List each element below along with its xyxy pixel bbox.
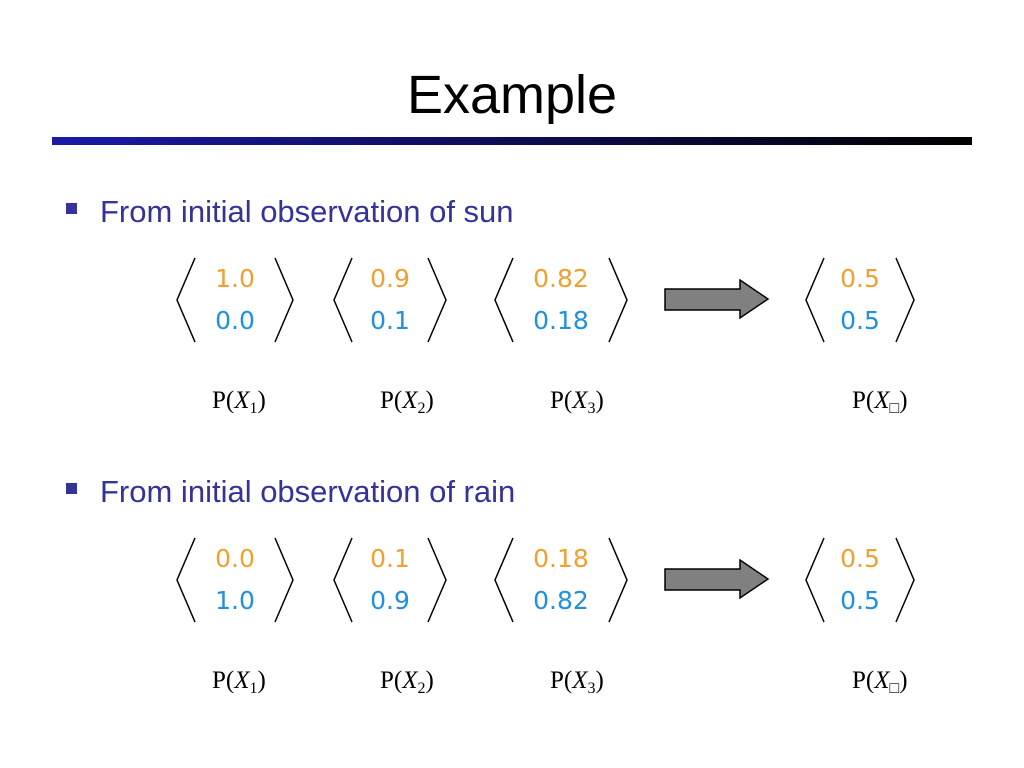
bracket-right xyxy=(608,537,628,623)
bracket-right xyxy=(895,537,915,623)
vector-bottom: 0.5 xyxy=(840,306,880,335)
distribution-label: P(X□) xyxy=(852,667,908,697)
vector-top: 0.1 xyxy=(370,544,410,573)
label-sub: 2 xyxy=(418,680,426,697)
label-suffix: ) xyxy=(258,667,266,694)
label-suffix: ) xyxy=(596,387,604,414)
slide-title: Example xyxy=(407,65,617,125)
label-prefix: P( xyxy=(852,667,874,694)
label-prefix: P( xyxy=(852,387,874,414)
label-prefix: P( xyxy=(212,387,234,414)
label-var: X xyxy=(233,387,251,414)
label-var: X xyxy=(873,387,891,414)
vector-top: 0.5 xyxy=(840,544,880,573)
title-rule xyxy=(52,137,972,145)
arrow xyxy=(664,278,770,320)
vector-bottom: 1.0 xyxy=(215,586,255,615)
bracket-right xyxy=(274,537,294,623)
bracket-right xyxy=(608,257,628,343)
label-sub: 1 xyxy=(250,680,258,697)
label-suffix: ) xyxy=(426,667,434,694)
label-prefix: P( xyxy=(380,667,402,694)
label-var: X xyxy=(571,387,589,414)
label-suffix: ) xyxy=(596,667,604,694)
bracket-left xyxy=(333,257,353,343)
vector-bottom: 0.18 xyxy=(533,306,589,335)
bullet-text: From initial observation of rain xyxy=(100,474,515,509)
bullet-marker xyxy=(66,203,77,214)
bullet-text: From initial observation of sun xyxy=(100,194,514,229)
label-suffix: ) xyxy=(899,387,907,414)
distribution-label: P(X1) xyxy=(212,387,266,417)
vector-bottom: 0.1 xyxy=(370,306,410,335)
label-var: X xyxy=(571,667,589,694)
label-var: X xyxy=(873,667,891,694)
label-sub: 1 xyxy=(250,400,258,417)
bracket-right xyxy=(274,257,294,343)
distribution-label: P(X□) xyxy=(852,387,908,417)
bullet-marker xyxy=(66,483,77,494)
label-suffix: ) xyxy=(899,667,907,694)
vector-bottom: 0.0 xyxy=(215,306,255,335)
vector-top: 0.82 xyxy=(533,264,589,293)
vector-top: 0.5 xyxy=(840,264,880,293)
label-sub: 3 xyxy=(588,400,596,417)
vector-bottom: 0.5 xyxy=(840,586,880,615)
vector-bottom: 0.9 xyxy=(370,586,410,615)
bracket-right xyxy=(427,537,447,623)
vector-top: 0.0 xyxy=(215,544,255,573)
bracket-left xyxy=(176,537,196,623)
vector-top: 1.0 xyxy=(215,264,255,293)
bracket-left xyxy=(333,537,353,623)
distribution-label: P(X3) xyxy=(550,667,604,697)
label-prefix: P( xyxy=(380,387,402,414)
label-sub: □ xyxy=(890,680,900,697)
vector-top: 0.18 xyxy=(533,544,589,573)
bracket-left xyxy=(494,257,514,343)
distribution-label: P(X2) xyxy=(380,387,434,417)
bracket-left xyxy=(494,537,514,623)
distribution-label: P(X1) xyxy=(212,667,266,697)
label-var: X xyxy=(401,387,419,414)
arrow xyxy=(664,558,770,600)
label-var: X xyxy=(401,667,419,694)
label-var: X xyxy=(233,667,251,694)
label-sub: 3 xyxy=(588,680,596,697)
vector-bottom: 0.82 xyxy=(533,586,589,615)
bracket-right xyxy=(427,257,447,343)
label-sub: 2 xyxy=(418,400,426,417)
bracket-left xyxy=(805,257,825,343)
label-prefix: P( xyxy=(550,667,572,694)
distribution-label: P(X2) xyxy=(380,667,434,697)
label-prefix: P( xyxy=(550,387,572,414)
distribution-label: P(X3) xyxy=(550,387,604,417)
label-suffix: ) xyxy=(426,387,434,414)
label-prefix: P( xyxy=(212,667,234,694)
bracket-left xyxy=(176,257,196,343)
bracket-left xyxy=(805,537,825,623)
label-suffix: ) xyxy=(258,387,266,414)
label-sub: □ xyxy=(890,400,900,417)
bracket-right xyxy=(895,257,915,343)
vector-top: 0.9 xyxy=(370,264,410,293)
